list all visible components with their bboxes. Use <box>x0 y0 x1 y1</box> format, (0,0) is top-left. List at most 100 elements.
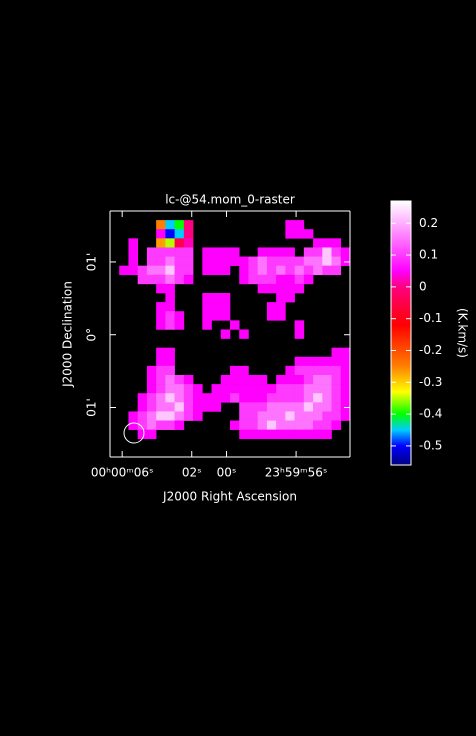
cell <box>165 302 175 312</box>
y-axis-label: J2000 Declination <box>61 281 75 388</box>
cell <box>331 356 342 367</box>
cell <box>266 283 277 294</box>
cell <box>331 365 342 376</box>
beam <box>123 422 145 444</box>
cell <box>248 265 258 276</box>
cell <box>322 356 332 367</box>
cell <box>294 220 305 230</box>
cell <box>294 256 305 266</box>
colorbar-tick-label: 0 <box>419 279 427 293</box>
cell <box>285 402 295 412</box>
cell <box>248 375 258 385</box>
cell <box>128 420 138 430</box>
cell <box>156 375 166 385</box>
cell <box>193 411 203 421</box>
cell <box>183 265 194 276</box>
cell <box>294 402 305 412</box>
cell <box>303 365 314 376</box>
cell <box>322 393 332 403</box>
cell <box>239 365 249 376</box>
cell <box>322 247 332 257</box>
cell <box>257 283 268 294</box>
cell <box>220 247 231 257</box>
cell <box>146 429 157 440</box>
colorbar-tick-label: 0.1 <box>419 248 438 262</box>
cell <box>340 411 351 421</box>
cell <box>128 247 138 257</box>
x-tick-label: 23ʰ59ᵐ56ˢ <box>265 466 328 480</box>
colorbar-tick-label: -0.2 <box>419 343 442 357</box>
cell <box>174 220 185 230</box>
cell <box>257 384 268 394</box>
cell <box>285 411 295 421</box>
chart-title: lc-@54.mom_0-raster <box>165 193 295 207</box>
cell <box>146 384 157 394</box>
cell <box>165 393 175 403</box>
y-tick-label: 0° <box>85 328 99 342</box>
cell <box>257 375 268 385</box>
cell <box>146 247 157 257</box>
cell <box>322 411 332 421</box>
cell <box>202 320 212 330</box>
cell <box>174 411 185 421</box>
cell <box>257 265 268 276</box>
cell <box>230 375 240 385</box>
cell <box>322 420 332 430</box>
cell <box>276 283 286 294</box>
cell <box>165 311 175 321</box>
cell <box>294 375 305 385</box>
cell <box>137 402 148 412</box>
cell <box>202 247 212 257</box>
cell <box>313 238 323 248</box>
cell <box>211 247 222 257</box>
cell <box>211 311 222 321</box>
cell <box>248 402 258 412</box>
cell <box>294 320 305 330</box>
cell <box>183 402 194 412</box>
x-tick-label: 00ʰ00ᵐ06ˢ <box>91 466 154 480</box>
cell <box>266 420 277 430</box>
cell <box>183 274 194 285</box>
x-tick-label: 02ˢ <box>182 466 202 480</box>
cell <box>183 256 194 266</box>
cell <box>322 238 332 248</box>
cell <box>276 265 286 276</box>
cell <box>257 402 268 412</box>
cell <box>294 283 305 294</box>
cell <box>303 356 314 367</box>
cell <box>303 420 314 430</box>
cell <box>146 420 157 430</box>
cell <box>285 283 295 294</box>
cell <box>303 402 314 412</box>
cell <box>128 238 138 248</box>
cell <box>165 238 175 248</box>
colorbar-tick-label: -0.5 <box>419 438 442 452</box>
cell <box>313 256 323 266</box>
cell <box>239 329 249 339</box>
cell <box>285 365 295 376</box>
cell <box>239 402 249 412</box>
cell <box>156 283 166 294</box>
cell <box>165 274 175 285</box>
cell <box>248 384 258 394</box>
cell <box>156 347 166 358</box>
cell <box>174 393 185 403</box>
cell <box>285 420 295 430</box>
colorbar-label: (K.km/s) <box>456 308 470 358</box>
colorbar-tick-label: -0.4 <box>419 407 442 421</box>
cell <box>165 283 175 294</box>
cell <box>340 247 351 257</box>
cell <box>165 375 175 385</box>
cell <box>266 429 277 440</box>
cell <box>174 384 185 394</box>
cell <box>294 265 305 276</box>
cell <box>183 220 194 230</box>
cell <box>156 384 166 394</box>
cell <box>211 402 222 412</box>
cell <box>322 402 332 412</box>
cell <box>303 384 314 394</box>
cell <box>331 238 342 248</box>
cell <box>156 356 166 367</box>
cell <box>313 393 323 403</box>
cell <box>156 247 166 257</box>
